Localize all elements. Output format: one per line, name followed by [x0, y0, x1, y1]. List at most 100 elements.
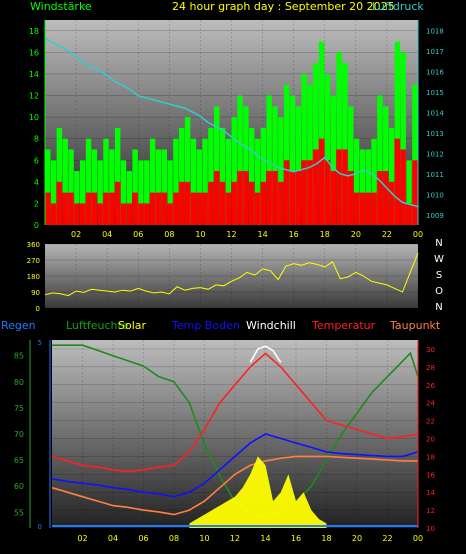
gust-bar: [214, 171, 220, 225]
gust-bar: [283, 160, 290, 225]
wind-bar: [243, 106, 249, 225]
direction-line: [44, 252, 419, 297]
wind-bar: [289, 95, 296, 226]
compass-label: O: [435, 286, 443, 297]
wind-bar: [307, 84, 313, 225]
gust-bar: [272, 171, 278, 225]
wind-bar: [254, 138, 261, 225]
wind-bar: [278, 117, 284, 225]
wind-bar: [365, 149, 371, 225]
wind-y-tick-label: 14: [29, 70, 39, 79]
humidity-y-tick-label: 85: [14, 352, 24, 361]
gust-bar: [248, 181, 255, 225]
gust-bar: [173, 192, 179, 225]
wind-bar: [248, 127, 255, 225]
dewpoint-line: [51, 455, 418, 516]
wind-bar: [161, 149, 167, 225]
temperature-y-tick-label: 10: [426, 525, 435, 533]
compass-label: N: [435, 302, 442, 313]
gust-bar: [348, 171, 354, 225]
legend-temp-boden: Temp Boden: [171, 319, 240, 332]
pressure-axis-title: Luftdruck: [372, 0, 424, 13]
wind-bar: [406, 160, 412, 225]
pressure-y-tick-label: 1013: [426, 130, 444, 138]
gust-bar: [50, 203, 57, 225]
temperature-y-tick-label: 18: [426, 453, 435, 461]
temperature-line: [51, 352, 419, 473]
wind-x-tick-label: 18: [320, 230, 330, 239]
wind-bar: [260, 127, 267, 225]
wind-bar: [97, 160, 103, 225]
gust-bar: [260, 181, 267, 225]
pressure-y-tick-label: 1011: [426, 171, 444, 179]
wind-bar: [132, 149, 138, 225]
wind-y-tick-label: 8: [34, 135, 39, 144]
wind-bar: [348, 106, 354, 225]
gust-bar: [388, 181, 395, 225]
legend-temperatur: Temperatur: [311, 319, 376, 332]
wind-bar: [371, 138, 377, 225]
wind-bar: [56, 127, 63, 225]
direction-y-tick-label: 90: [31, 289, 40, 297]
pressure-y-tick-label: 1010: [426, 191, 444, 199]
humidity-y-tick-label: 75: [14, 404, 24, 413]
gust-bar: [289, 171, 296, 225]
gust-bar: [91, 192, 98, 225]
wind-bar: [353, 138, 360, 225]
wind-y-tick-label: 12: [29, 92, 39, 101]
gust-bar: [62, 192, 68, 225]
regen-y-tick-label: 0: [38, 523, 42, 531]
temperature-plot-area: [52, 340, 418, 528]
gust-bar: [190, 192, 197, 225]
temperature-x-tick-label: 12: [230, 534, 240, 543]
gust-bar: [155, 192, 162, 225]
wind-bar: [266, 95, 272, 226]
wind-x-tick-label: 10: [195, 230, 205, 239]
gust-bar: [377, 171, 383, 225]
gust-bar: [208, 181, 214, 225]
gust-bar: [45, 192, 51, 225]
wind-bar: [342, 63, 348, 225]
wind-bar: [184, 117, 191, 225]
wind-bar: [318, 41, 325, 225]
wind-x-tick-label: 16: [289, 230, 299, 239]
gust-bar: [371, 192, 377, 225]
gust-bar: [74, 203, 80, 225]
legend-regen: Regen: [1, 319, 36, 332]
humidity-y-tick-label: 60: [14, 482, 24, 491]
wind-x-tick-label: 02: [71, 230, 81, 239]
pressure-line-group: [44, 37, 419, 208]
gust-bar: [353, 192, 360, 225]
temperature-x-tick-label: 08: [169, 534, 179, 543]
temperature-x-tick-label: 20: [352, 534, 362, 543]
wind-bar: [377, 95, 383, 226]
pressure-y-tick-label: 1012: [426, 150, 444, 158]
wind-y-tick-label: 2: [34, 199, 39, 208]
legend-taupunkt: Taupunkt: [389, 319, 441, 332]
wind-bar: [85, 138, 92, 225]
gust-bar: [266, 171, 272, 225]
gust-bar: [144, 203, 150, 225]
wind-y-tick-label: 16: [29, 48, 39, 57]
wind-bar: [74, 171, 80, 225]
wind-bar: [103, 138, 109, 225]
temperature-y-tick-label: 28: [426, 364, 435, 372]
gust-bar: [161, 192, 167, 225]
wind-bar: [412, 84, 418, 225]
wind-bar: [190, 138, 197, 225]
wind-bar: [149, 138, 156, 225]
temperature-x-tick-label: 00: [413, 534, 423, 543]
temperature-ticks: 55 60 65 70 75 80 85 10 12 14 16 18 20 22 24 26 28 30 0 5 02…: [14, 339, 436, 543]
gust-bar: [97, 203, 103, 225]
wind-bar: [231, 117, 237, 225]
gust-bar: [219, 181, 226, 225]
windchill-line: [249, 345, 282, 363]
wind-bar: [237, 95, 243, 226]
pressure-line: [44, 37, 419, 208]
temperature-y-tick-label: 24: [426, 400, 435, 408]
gust-bar: [406, 203, 412, 225]
gust-bar: [336, 149, 342, 225]
gust-bar: [138, 203, 144, 225]
wind-bar: [283, 84, 290, 225]
